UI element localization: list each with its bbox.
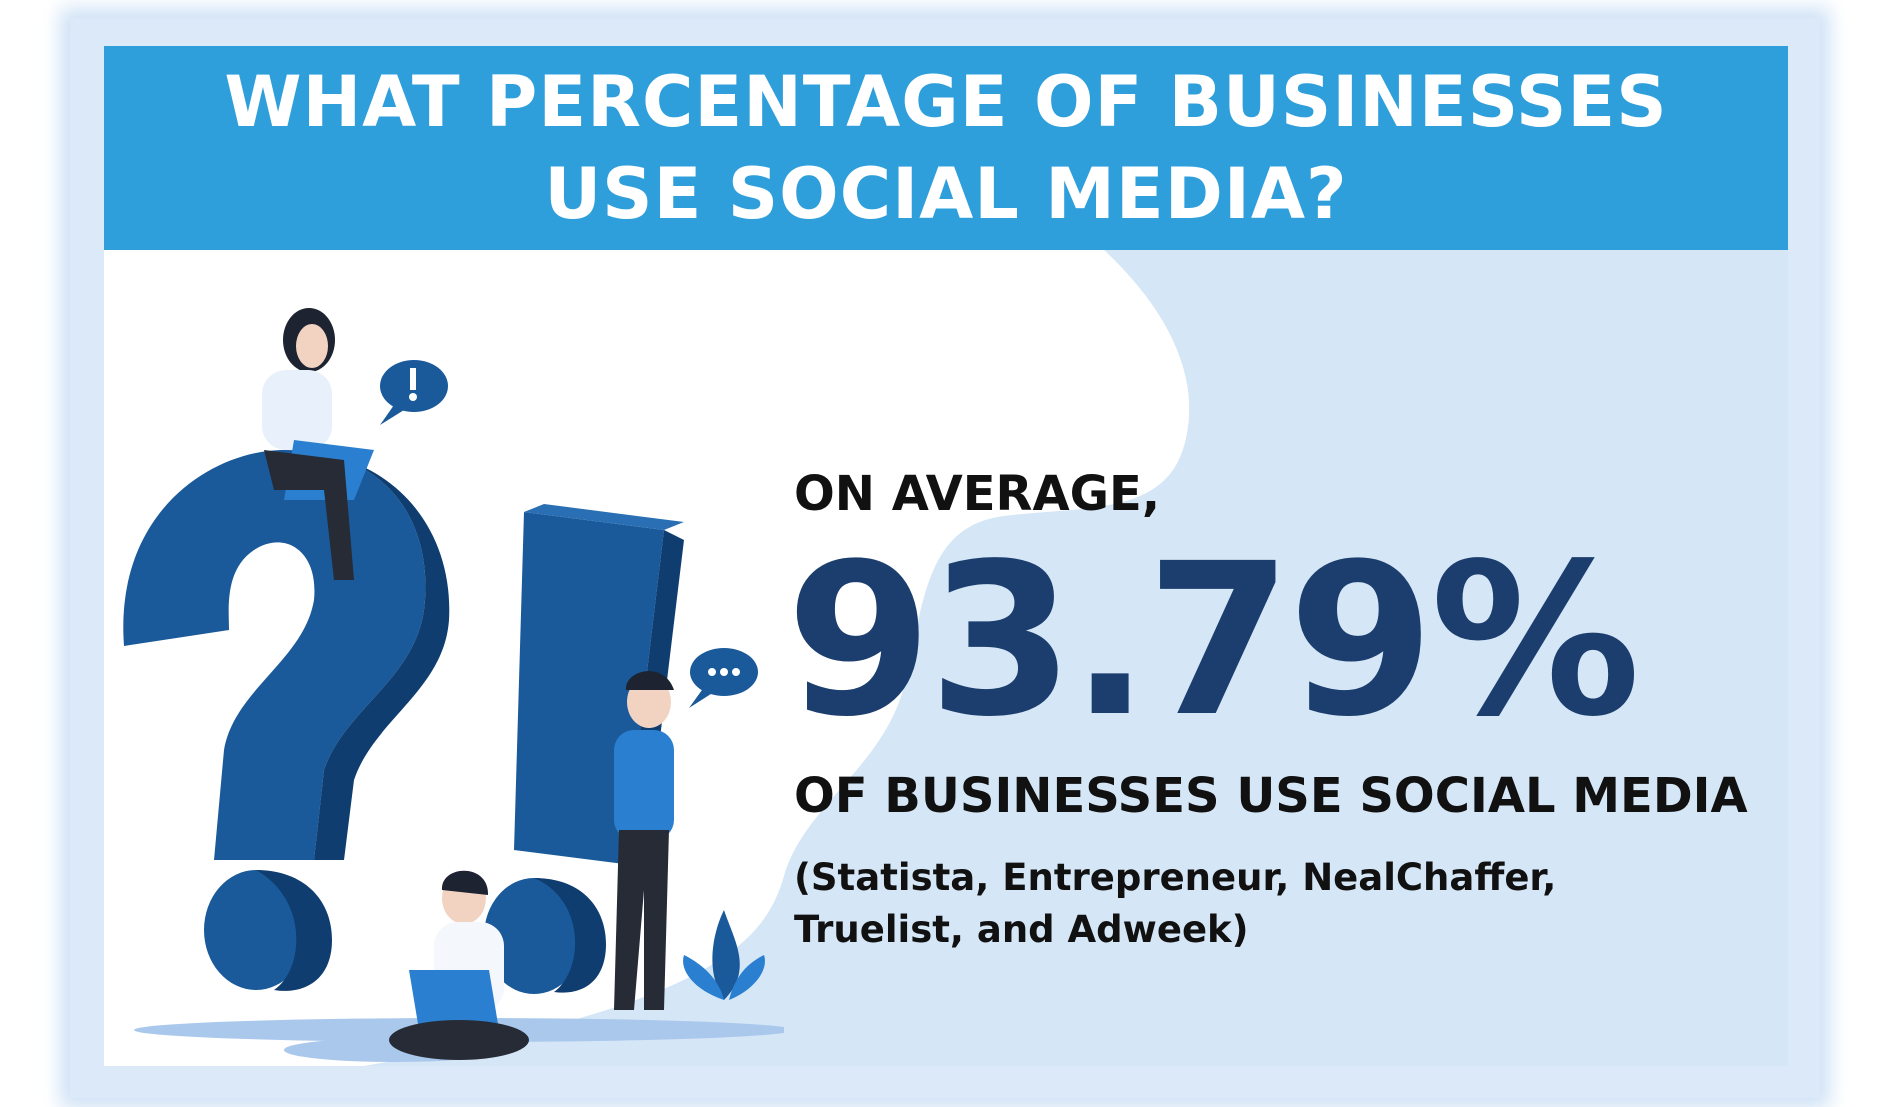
stat-description: OF BUSINESSES USE SOCIAL MEDIA <box>794 768 1748 824</box>
illustration <box>123 308 784 1062</box>
question-mark-illustration <box>123 450 450 991</box>
exclamation-mark-illustration <box>484 504 684 994</box>
stat-value: 93.79% <box>786 518 1641 763</box>
infographic-card: WHAT PERCENTAGE OF BUSINESSES USE SOCIAL… <box>104 46 1788 1066</box>
speech-bubble-exclamation-icon <box>380 360 448 425</box>
background-blob <box>364 250 1788 1066</box>
speech-bubble-dots-icon <box>689 648 758 708</box>
man-with-laptop <box>389 870 529 1060</box>
header-banner: WHAT PERCENTAGE OF BUSINESSES USE SOCIAL… <box>104 46 1788 250</box>
plant-icon <box>683 910 765 1000</box>
stat-lead: ON AVERAGE, <box>794 466 1161 522</box>
stat-sources: (Statista, Entrepreneur, NealChaffer, Tr… <box>794 856 1557 951</box>
man-with-phone <box>614 671 674 1010</box>
page-title: WHAT PERCENTAGE OF BUSINESSES USE SOCIAL… <box>224 61 1668 235</box>
woman-with-laptop <box>262 308 374 580</box>
